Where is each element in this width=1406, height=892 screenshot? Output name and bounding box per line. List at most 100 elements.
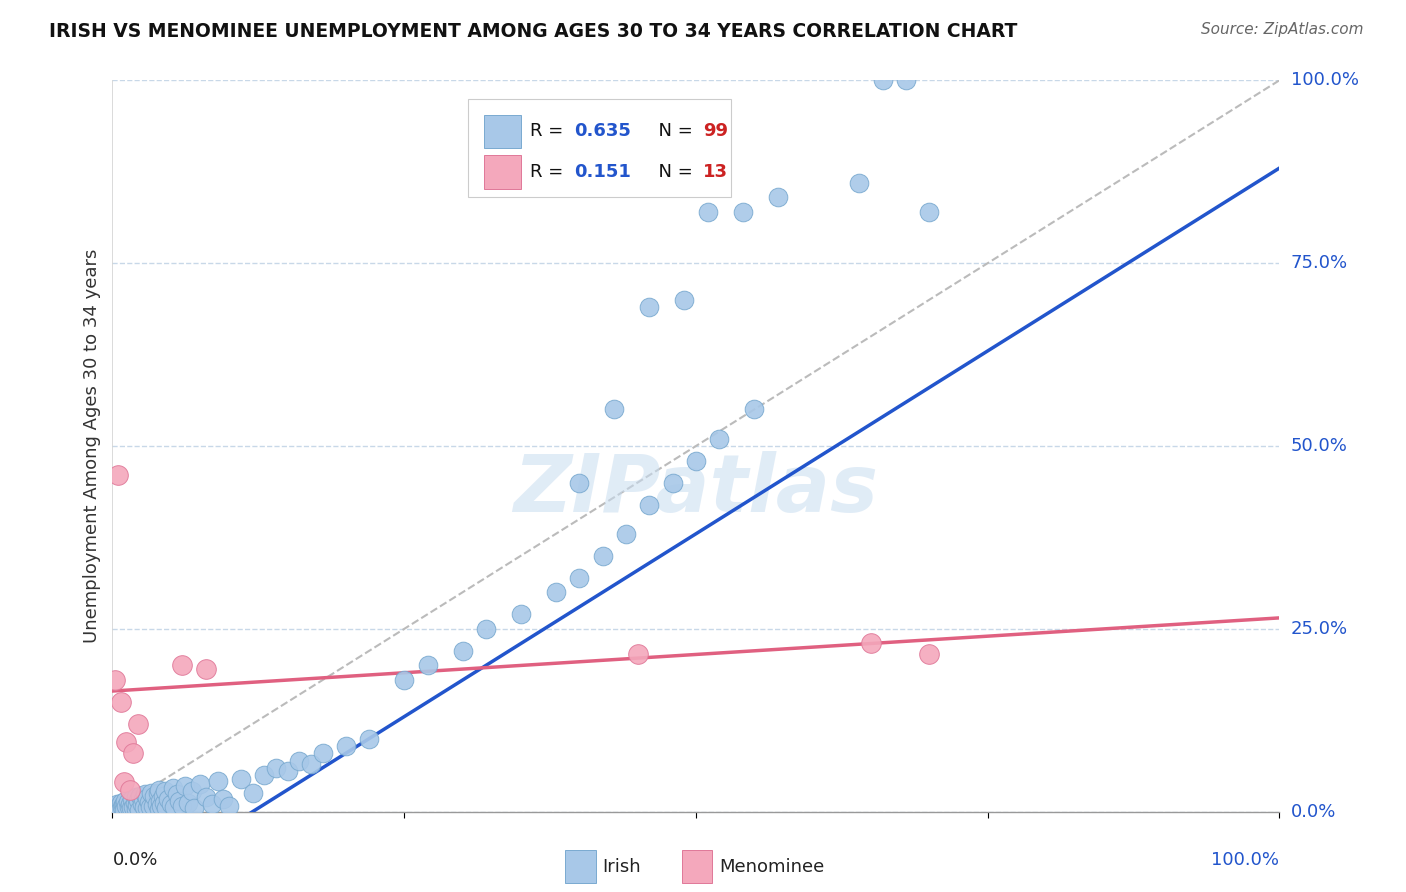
Point [115, 798, 138, 813]
Point [110, 796, 132, 810]
Point [104, 673, 127, 687]
Point [173, 779, 195, 793]
Point [475, 622, 498, 636]
Point [731, 205, 754, 219]
Point [136, 790, 159, 805]
Text: Irish: Irish [603, 857, 641, 876]
Text: 100.0%: 100.0% [1212, 851, 1279, 869]
Point [152, 789, 174, 803]
Point [194, 790, 217, 805]
Text: Source: ZipAtlas.com: Source: ZipAtlas.com [1201, 22, 1364, 37]
Point [107, 468, 129, 483]
Text: 99: 99 [703, 122, 728, 140]
Point [127, 717, 149, 731]
Point [592, 549, 614, 563]
Point [153, 784, 176, 798]
Point [696, 205, 718, 219]
Point [120, 801, 142, 815]
Point [127, 793, 149, 807]
Point [103, 801, 125, 815]
Point [568, 571, 591, 585]
Point [172, 658, 194, 673]
Text: R =: R = [530, 122, 569, 140]
Point [848, 176, 870, 190]
Text: N =: N = [647, 122, 699, 140]
Point [311, 746, 333, 760]
Point [685, 453, 707, 467]
Text: R =: R = [530, 162, 575, 181]
Point [104, 798, 127, 813]
Point [288, 754, 311, 768]
Point [894, 73, 917, 87]
Point [148, 782, 170, 797]
Point [166, 787, 188, 801]
Point [638, 300, 661, 314]
Point [509, 607, 531, 622]
Text: 50.0%: 50.0% [1291, 437, 1347, 455]
Point [124, 796, 146, 810]
Point [110, 695, 132, 709]
Text: 100.0%: 100.0% [1291, 71, 1358, 89]
Point [860, 636, 883, 650]
Point [627, 648, 650, 662]
Point [148, 802, 170, 816]
Point [118, 800, 141, 814]
Point [172, 798, 194, 813]
FancyBboxPatch shape [484, 155, 520, 188]
Point [139, 787, 162, 801]
Point [603, 402, 626, 417]
Point [129, 789, 152, 803]
Y-axis label: Unemployment Among Ages 30 to 34 years: Unemployment Among Ages 30 to 34 years [83, 249, 101, 643]
Text: ZIPatlas: ZIPatlas [513, 450, 879, 529]
Point [125, 798, 148, 813]
Text: IRISH VS MENOMINEE UNEMPLOYMENT AMONG AGES 30 TO 34 YEARS CORRELATION CHART: IRISH VS MENOMINEE UNEMPLOYMENT AMONG AG… [49, 22, 1018, 41]
Point [122, 799, 145, 814]
Text: N =: N = [647, 162, 699, 181]
Point [149, 794, 172, 808]
Point [299, 757, 322, 772]
Point [162, 781, 184, 796]
Point [155, 801, 177, 815]
Point [118, 797, 141, 812]
Point [163, 800, 186, 814]
Point [114, 794, 136, 808]
Point [201, 797, 224, 812]
Point [111, 799, 134, 814]
Point [112, 775, 135, 789]
Text: 0.0%: 0.0% [1291, 803, 1336, 821]
Point [229, 772, 252, 786]
Point [242, 787, 264, 801]
Point [105, 797, 128, 812]
Point [121, 791, 143, 805]
Point [146, 797, 169, 812]
Text: 0.635: 0.635 [575, 122, 631, 140]
Point [167, 795, 190, 809]
Point [188, 777, 211, 791]
Point [107, 800, 129, 814]
Point [108, 802, 131, 816]
Point [661, 475, 683, 490]
Point [112, 803, 135, 817]
Point [139, 799, 162, 814]
Point [131, 797, 153, 811]
Point [212, 791, 235, 805]
Point [218, 798, 240, 813]
Point [180, 784, 202, 798]
Point [134, 787, 156, 801]
FancyBboxPatch shape [484, 115, 520, 148]
Point [872, 73, 894, 87]
Point [128, 803, 150, 817]
Point [918, 648, 941, 662]
Point [136, 801, 159, 815]
Point [673, 293, 696, 307]
Point [138, 795, 160, 809]
Point [335, 739, 357, 753]
Text: 13: 13 [703, 162, 728, 181]
Point [115, 735, 138, 749]
Point [125, 802, 148, 816]
Point [183, 801, 205, 815]
Point [709, 432, 731, 446]
Point [614, 526, 637, 541]
Point [416, 658, 439, 673]
Point [153, 796, 176, 810]
